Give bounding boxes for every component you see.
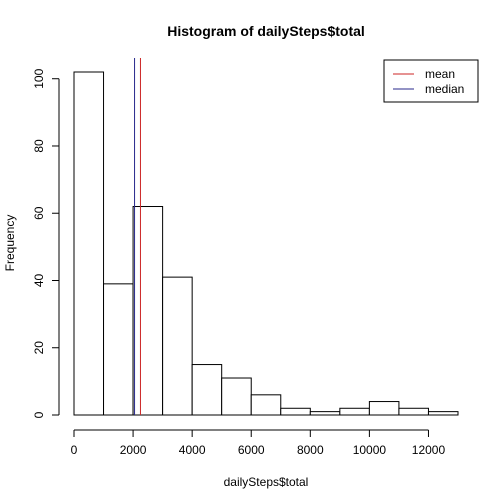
chart-title: Histogram of dailySteps$total: [167, 23, 365, 39]
histogram-bar-12: [427, 411, 459, 416]
histogram-bar-3: [162, 276, 193, 416]
legend-box: [383, 59, 479, 103]
x-tick-label-0: 0: [71, 443, 78, 457]
x-tick-label-10000: 10000: [353, 443, 387, 457]
histogram-bar-7: [280, 407, 311, 416]
histogram-bar-0: [73, 71, 105, 416]
histogram-bar-6: [250, 394, 282, 416]
x-tick-label-4000: 4000: [179, 443, 206, 457]
x-axis: 0 2000 4000 6000 8000 10000 12000: [71, 429, 446, 457]
histogram-bar-1: [103, 283, 134, 416]
x-axis-label: dailySteps$total: [224, 475, 309, 489]
y-tick-label-40: 40: [32, 273, 46, 287]
summary-lines: [134, 58, 141, 415]
legend-label-median: median: [425, 82, 464, 96]
y-tick-label-80: 80: [32, 139, 46, 153]
x-tick-label-12000: 12000: [412, 443, 446, 457]
y-tick-label-100: 100: [32, 68, 46, 88]
y-axis: 0 20 40 60 80 100: [32, 68, 60, 418]
histogram-bar-10: [368, 401, 400, 416]
y-tick-label-20: 20: [32, 341, 46, 355]
histogram-bar-4: [191, 364, 223, 416]
x-tick-label-6000: 6000: [238, 443, 265, 457]
y-tick-label-0: 0: [32, 411, 46, 418]
y-axis-label: Frequency: [3, 215, 17, 272]
histogram-bar-11: [398, 407, 429, 416]
histogram-bars: [73, 71, 459, 416]
y-tick-label-60: 60: [32, 206, 46, 220]
x-tick-label-8000: 8000: [297, 443, 324, 457]
histogram-bar-2: [132, 206, 164, 416]
legend-label-mean: mean: [425, 67, 455, 81]
histogram-bar-8: [309, 411, 341, 416]
histogram-bar-9: [339, 407, 370, 416]
histogram-bar-5: [221, 377, 252, 416]
x-tick-label-2000: 2000: [120, 443, 147, 457]
